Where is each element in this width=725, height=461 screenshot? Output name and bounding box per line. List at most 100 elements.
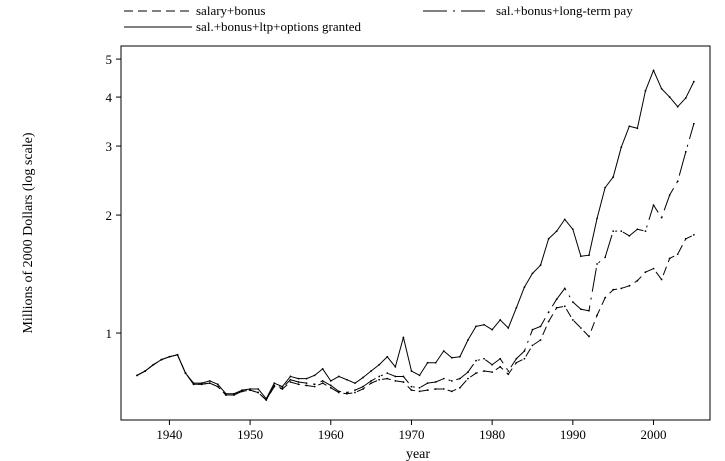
data-point bbox=[216, 385, 219, 388]
series-2 bbox=[136, 122, 695, 401]
data-point bbox=[297, 381, 300, 383]
data-point bbox=[216, 383, 219, 386]
data-point bbox=[531, 272, 534, 275]
data-point bbox=[563, 287, 566, 290]
x-tick-label: 1990 bbox=[560, 427, 586, 442]
data-point bbox=[208, 379, 211, 382]
data-point bbox=[539, 264, 542, 267]
data-point bbox=[410, 389, 413, 392]
data-point bbox=[337, 390, 340, 393]
data-point bbox=[467, 371, 469, 373]
plot-area bbox=[136, 69, 695, 401]
data-point bbox=[588, 254, 590, 257]
data-point bbox=[467, 377, 469, 380]
data-point bbox=[160, 358, 163, 361]
data-point bbox=[628, 125, 631, 128]
data-point bbox=[370, 379, 373, 382]
data-point bbox=[612, 288, 615, 291]
data-point bbox=[531, 344, 534, 347]
data-point bbox=[394, 379, 397, 382]
data-point bbox=[442, 377, 445, 380]
data-point bbox=[588, 335, 590, 338]
data-point bbox=[426, 361, 429, 364]
data-point bbox=[483, 370, 485, 372]
data-point bbox=[612, 230, 615, 233]
data-point bbox=[676, 180, 679, 183]
data-point bbox=[563, 218, 566, 221]
y-tick-label: 3 bbox=[106, 139, 113, 154]
series-line bbox=[136, 234, 695, 401]
data-point bbox=[652, 204, 655, 207]
data-point bbox=[668, 194, 671, 196]
data-point bbox=[418, 390, 421, 393]
data-point bbox=[305, 377, 308, 380]
data-point bbox=[571, 228, 574, 231]
data-point bbox=[321, 368, 324, 370]
data-point bbox=[386, 377, 389, 380]
data-point bbox=[644, 89, 647, 92]
data-point bbox=[483, 323, 485, 326]
y-tick-label: 1 bbox=[106, 326, 113, 341]
data-point bbox=[475, 372, 477, 375]
data-point bbox=[539, 325, 542, 328]
data-point bbox=[467, 339, 469, 341]
data-point bbox=[402, 375, 405, 378]
data-point bbox=[636, 228, 639, 231]
x-tick-label: 1950 bbox=[237, 427, 263, 442]
data-point bbox=[289, 375, 292, 378]
data-point bbox=[547, 320, 550, 323]
data-point bbox=[426, 382, 429, 385]
data-point bbox=[676, 105, 679, 108]
data-point bbox=[362, 388, 364, 390]
y-tick-label: 4 bbox=[106, 90, 113, 105]
x-tick-label: 1980 bbox=[479, 427, 505, 442]
data-point bbox=[418, 374, 421, 377]
data-point bbox=[580, 327, 582, 329]
data-point bbox=[483, 357, 485, 360]
data-point bbox=[692, 122, 695, 125]
data-point bbox=[386, 372, 389, 375]
data-point bbox=[402, 381, 405, 383]
series-line bbox=[136, 123, 695, 401]
data-point bbox=[580, 308, 582, 311]
data-point bbox=[580, 255, 582, 258]
data-point bbox=[192, 382, 195, 385]
data-point bbox=[144, 370, 147, 372]
y-tick-label: 2 bbox=[106, 208, 113, 223]
legend: salary+bonus sal.+bonus+long-term pay sa… bbox=[124, 3, 633, 34]
data-point bbox=[515, 361, 518, 364]
data-point bbox=[289, 381, 292, 383]
data-point bbox=[208, 382, 211, 385]
legend-label-long-term-pay: sal.+bonus+long-term pay bbox=[496, 3, 633, 18]
data-point bbox=[668, 96, 671, 98]
data-point bbox=[571, 301, 574, 303]
data-point bbox=[523, 357, 526, 360]
x-tick-label: 2000 bbox=[641, 427, 667, 442]
data-point bbox=[596, 314, 598, 317]
legend-label-salary-bonus: salary+bonus bbox=[196, 3, 265, 18]
data-point bbox=[378, 375, 381, 378]
data-point bbox=[450, 379, 453, 382]
data-point bbox=[515, 306, 518, 309]
data-point bbox=[612, 176, 615, 178]
x-tick-label: 1940 bbox=[156, 427, 182, 442]
data-point bbox=[547, 311, 550, 314]
data-point bbox=[660, 216, 663, 219]
data-point bbox=[604, 186, 607, 189]
data-point bbox=[620, 287, 623, 290]
data-point bbox=[652, 69, 655, 72]
data-point bbox=[257, 391, 260, 394]
data-point bbox=[547, 237, 550, 240]
legend-label-options-granted: sal.+bonus+ltp+options granted bbox=[196, 19, 361, 34]
data-point bbox=[644, 271, 647, 274]
data-point bbox=[684, 237, 687, 240]
plot-frame bbox=[120, 45, 711, 421]
data-point bbox=[620, 146, 623, 149]
data-point bbox=[628, 234, 631, 237]
data-point bbox=[434, 361, 437, 364]
data-point bbox=[499, 365, 502, 368]
data-point bbox=[491, 328, 494, 331]
data-point bbox=[596, 263, 598, 265]
data-point bbox=[410, 385, 413, 388]
